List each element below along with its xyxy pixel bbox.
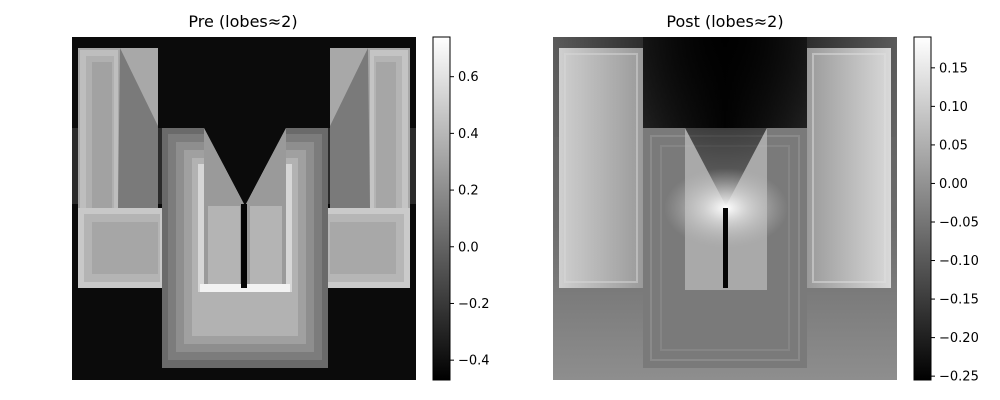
post-colorbar-tick-label: −0.10 xyxy=(939,254,979,269)
pre-colorbar-tick-label: 0.6 xyxy=(458,70,479,85)
post-colorbar xyxy=(913,36,932,381)
pre-colorbar-tick-label: −0.2 xyxy=(458,297,490,312)
post-colorbar-tick-label: 0.10 xyxy=(939,100,968,115)
post-colorbar-tick-label: −0.15 xyxy=(939,293,979,308)
post-colorbar-tick-label: −0.20 xyxy=(939,331,979,346)
pre-heatmap-image xyxy=(72,37,416,380)
pre-colorbar-ticks: 0.6 0.4 0.2 0.0 −0.2 −0.4 xyxy=(450,70,490,369)
pre-colorbar xyxy=(432,36,451,381)
pre-colorbar-tick-label: 0.0 xyxy=(458,240,479,255)
pre-colorbar-tick-label: 0.2 xyxy=(458,184,479,199)
post-colorbar-tick-label: 0.05 xyxy=(939,138,968,153)
post-heatmap-image xyxy=(553,37,897,380)
post-colorbar-tick-label: 0.00 xyxy=(939,177,968,192)
pre-colorbar-tick-label: −0.4 xyxy=(458,354,490,369)
post-colorbar-tick-label: −0.05 xyxy=(939,215,979,230)
post-colorbar-ticks: 0.15 0.10 0.05 0.00 −0.05 −0.10 −0.15 −0.20 −0.2… xyxy=(931,61,979,385)
post-panel-title: Post (lobes≈2) xyxy=(666,12,784,31)
pre-colorbar-tick-label: 0.4 xyxy=(458,127,479,142)
post-colorbar-tick-label: −0.25 xyxy=(939,370,979,385)
pre-panel-title: Pre (lobes≈2) xyxy=(188,12,298,31)
post-colorbar-tick-label: 0.15 xyxy=(939,61,968,76)
